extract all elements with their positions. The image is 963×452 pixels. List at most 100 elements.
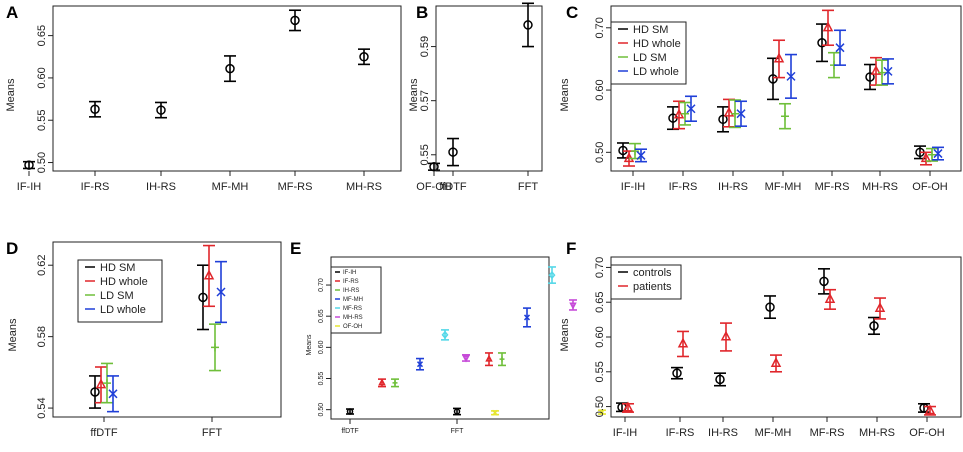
panel-a-marker [90, 104, 100, 114]
panel-d-marker [103, 379, 111, 388]
panel-d-xtick-label: ffDTF [90, 427, 118, 439]
panel-f-marker [874, 302, 886, 313]
panel-a-xtick-label: OF-OH [416, 181, 451, 193]
panel-d-legend-item: LD SM [100, 290, 134, 302]
panel-b-ytick-label: 0.55 [419, 144, 431, 165]
panel-f-ytick-label: 0.50 [594, 396, 606, 417]
panel-f-xtick-label: MF-MH [755, 427, 792, 439]
panel-e-legend-item: IH-RS [343, 288, 359, 294]
panel-f-marker [677, 337, 689, 348]
panel-c-xtick-label: OF-OH [912, 181, 947, 193]
panel-f: F Means 0.50 0.55 0.60 0.65 0.70 IF-IH IF-RS IH… [559, 239, 962, 439]
panel-e-frame [330, 256, 550, 420]
panel-c: C Means 0.50 0.60 0.70 IF-IH IF-RS IH-RS MF-MH… [559, 3, 962, 193]
panel-c-marker [681, 109, 689, 118]
panel-c-ytick-label: 0.50 [594, 142, 606, 163]
panel-b-xtick-label: ffDTF [439, 181, 467, 193]
panel-c-marker [686, 104, 696, 114]
panel-d-marker [203, 269, 215, 280]
panel-e-legend-item: IF-RS [343, 279, 359, 285]
panel-e-legend: IF-IH IF-RS IH-RS MF-MH MF-RS MH-RS OF-OH [330, 266, 382, 334]
panel-b-frame [435, 5, 543, 172]
panel-f-xtick-label: IH-RS [708, 427, 738, 439]
panel-d-legend-item: HD whole [100, 276, 148, 288]
panel-b-ylabel: Means [408, 78, 420, 112]
panel-c-marker [870, 64, 882, 75]
panel-e-marker [462, 355, 470, 363]
panel-c-xtick-label: MH-RS [862, 181, 898, 193]
panel-a-ylabel: Means [5, 78, 17, 112]
panel-e-marker [378, 378, 386, 386]
panel-d-series-hd-sm [89, 264, 209, 409]
panel-f-legend-item: patients [633, 281, 672, 293]
panel-e-legend-item: MH-RS [343, 315, 363, 321]
panel-c-series-ld-whole [635, 29, 944, 163]
panel-f-xtick-label: MF-RS [810, 427, 845, 439]
panel-c-legend-item: LD whole [633, 66, 679, 78]
panel-f-marker [770, 357, 782, 367]
panel-e-marker [485, 354, 493, 362]
panel-e-marker [499, 356, 505, 362]
panel-a-marker [225, 63, 235, 74]
panel-e-series-if-ih [346, 407, 461, 416]
panel-c-xtick-label: IF-RS [669, 181, 698, 193]
panel-c-legend-box [610, 21, 687, 85]
panel-c-marker [822, 21, 834, 32]
panel-d-legend-item: LD whole [100, 304, 146, 316]
panel-e-ylabel: Means [306, 334, 313, 356]
panel-e-ytick-label: 0.55 [318, 372, 325, 386]
panel-b: B Means 0.55 0.57 0.59 ffDTF FFT [408, 2, 543, 193]
panel-e-series-mf-rs [441, 266, 556, 341]
panel-f-marker [824, 293, 836, 303]
panel-d-xtick-label: FFT [202, 427, 222, 439]
panel-f-series-patients [622, 288, 936, 416]
panel-a-xtick-label: IH-RS [146, 181, 176, 193]
panel-c-marker [883, 66, 893, 76]
panel-f-ytick-label: 0.70 [594, 257, 606, 278]
panel-e-ytick-label: 0.50 [318, 403, 325, 417]
panel-a-series-main [23, 9, 440, 172]
panel-a-marker [156, 105, 166, 115]
panel-c-xtick-label: MF-RS [815, 181, 850, 193]
panel-b-ytick-label: 0.59 [419, 36, 431, 57]
panel-c-marker [631, 147, 639, 156]
panel-e-series-if-rs [378, 352, 493, 388]
panel-a-marker [359, 52, 369, 62]
panel-c-marker [835, 43, 845, 53]
panel-f-marker [765, 302, 775, 312]
panel-e-legend-item: MF-MH [343, 297, 363, 303]
panel-e-marker [548, 270, 556, 280]
panel-f-marker [672, 368, 682, 378]
panel-d-marker [90, 387, 100, 397]
panel-d-marker [211, 343, 219, 352]
panel-a-ytick-label: 0.65 [36, 25, 48, 46]
panel-e-xtick-label: ffDTF [341, 428, 358, 435]
panel-c-marker [718, 114, 728, 125]
panel-c-marker [723, 106, 735, 117]
panel-b-label: B [416, 3, 428, 22]
panel-c-marker [928, 150, 936, 159]
panel-d-marker [95, 378, 107, 389]
panel-d-ylabel: Means [7, 318, 19, 352]
panel-c-xtick-label: MF-MH [765, 181, 802, 193]
panel-a-xtick-label: MF-RS [278, 181, 313, 193]
panel-e-legend-item: MF-RS [343, 306, 362, 312]
panel-e-label: E [290, 239, 301, 258]
panel-d-marker [198, 292, 208, 303]
panel-e-marker [491, 409, 499, 416]
panel-c-ylabel: Means [559, 78, 571, 112]
panel-f-marker [924, 404, 936, 415]
panel-d-ytick-label: 0.62 [36, 255, 48, 276]
panel-f-legend-box [610, 264, 682, 300]
panel-a-marker [290, 15, 300, 26]
panel-e-marker [441, 330, 449, 340]
panel-c-xtick-label: IH-RS [718, 181, 748, 193]
panel-d-marker [216, 287, 226, 297]
panel-a-ytick-label: 0.60 [36, 67, 48, 88]
panel-d-label: D [6, 239, 18, 258]
panel-d-series-ld-whole [107, 260, 227, 413]
panel-d-series-hd-whole [95, 244, 215, 404]
panel-f-marker [919, 403, 929, 413]
panel-e-marker [598, 409, 606, 416]
